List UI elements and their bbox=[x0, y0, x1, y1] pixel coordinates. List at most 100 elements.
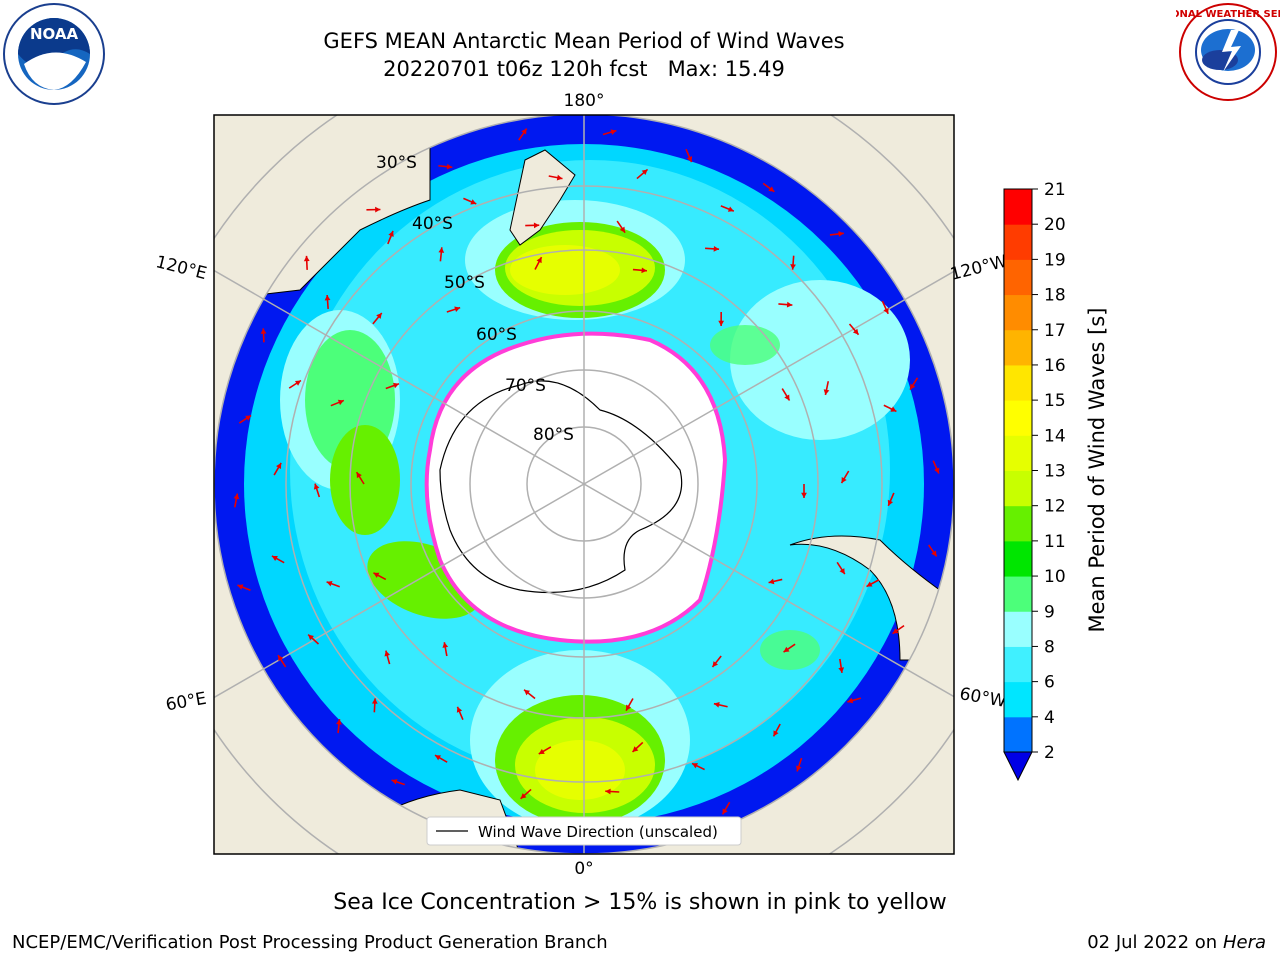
colorbar-segment bbox=[1004, 681, 1032, 718]
direction-arrow-head bbox=[847, 697, 854, 704]
chart-subtitle: 20220701 t06z 120h fcst Max: 15.49 bbox=[383, 57, 785, 81]
direction-arrow-head bbox=[521, 128, 527, 135]
lat-label-80s: 80°S bbox=[533, 425, 574, 445]
direction-arrow-head bbox=[713, 245, 720, 252]
direction-arrow-head bbox=[773, 730, 779, 737]
direction-arrow-head bbox=[454, 306, 461, 313]
direction-arrow-head bbox=[533, 222, 540, 229]
direction-arrow-head bbox=[434, 755, 441, 761]
lon-label-180: 180° bbox=[564, 91, 605, 111]
direction-arrow-head bbox=[727, 206, 734, 212]
direction-arrow-head bbox=[260, 328, 267, 334]
direction-arrow-head bbox=[373, 572, 380, 578]
direction-arrow-head bbox=[376, 312, 382, 319]
colorbar-segment bbox=[1004, 576, 1032, 612]
direction-arrow-head bbox=[619, 226, 626, 233]
direction-arrow-head bbox=[605, 788, 611, 795]
footer-credit: NCEP/EMC/Verification Post Processing Pr… bbox=[12, 932, 608, 953]
new-zealand bbox=[509, 149, 576, 246]
colorbar-segment bbox=[1004, 540, 1032, 577]
direction-arrow-head bbox=[356, 472, 362, 479]
colorbar-tick-label: 20 bbox=[1044, 215, 1066, 235]
colorbar-segment bbox=[1004, 224, 1032, 260]
colorbar-tick-label: 13 bbox=[1044, 462, 1066, 482]
direction-arrow-head bbox=[712, 661, 719, 667]
colorbar-tick-label: 8 bbox=[1044, 637, 1055, 657]
direction-arrow-head bbox=[536, 257, 542, 264]
direction-arrow-head bbox=[442, 642, 449, 648]
lon-label-120e: 120°E bbox=[154, 252, 209, 284]
direction-arrow-head bbox=[237, 584, 244, 590]
direction-arrow-head bbox=[271, 555, 278, 562]
direction-arrow-head bbox=[388, 230, 394, 237]
direction-arrow-head bbox=[245, 415, 252, 421]
direction-arrow-head bbox=[801, 492, 807, 498]
direction-arrow-head bbox=[890, 406, 897, 412]
direction-arrow-head bbox=[632, 746, 639, 752]
direction-arrow-head bbox=[303, 255, 310, 262]
colorbar-segment bbox=[1004, 294, 1032, 331]
direction-arrow-head bbox=[934, 467, 940, 474]
colorbar-tick-label: 9 bbox=[1044, 602, 1055, 622]
lat-label-50s: 50°S bbox=[444, 273, 485, 293]
colorbar-tick-label: 12 bbox=[1044, 497, 1066, 517]
direction-arrow-head bbox=[892, 628, 899, 634]
colorbar-tick-label: 21 bbox=[1044, 180, 1066, 200]
lon-label-60e: 60°E bbox=[164, 689, 208, 716]
colorbar: 2 4 6 8 9 10 11 12 13 14 15 16 17 18 19 20 21 bbox=[1003, 180, 1066, 782]
direction-arrow-head bbox=[308, 634, 314, 641]
direction-arrow-head bbox=[337, 399, 344, 406]
colorbar-tick-label: 15 bbox=[1044, 391, 1066, 411]
colorbar-segment bbox=[1004, 646, 1032, 683]
map-frame bbox=[213, 114, 955, 855]
direction-arrow-head bbox=[931, 550, 937, 557]
direction-arrow-head bbox=[371, 698, 378, 704]
wind-wave-arrows bbox=[233, 128, 940, 835]
direction-arrow-head bbox=[233, 493, 240, 500]
direction-arrow-head bbox=[438, 247, 445, 253]
direction-arrow-head bbox=[839, 568, 845, 575]
colorbar-tick-label: 4 bbox=[1044, 708, 1055, 728]
svg-text:NOAA: NOAA bbox=[30, 25, 79, 43]
colorbar-segment bbox=[1004, 364, 1032, 401]
direction-arrow-head bbox=[393, 382, 399, 389]
direction-arrow-head bbox=[910, 383, 916, 390]
direction-arrow-head bbox=[852, 328, 859, 335]
lat-label-30s: 30°S bbox=[376, 153, 417, 173]
direction-arrow-head bbox=[866, 581, 873, 587]
south-america bbox=[789, 535, 954, 661]
footer-date-text: 02 Jul 2022 on bbox=[1087, 932, 1218, 953]
sea-ice-caption: Sea Ice Concentration > 15% is shown in … bbox=[333, 890, 947, 915]
direction-arrow-head bbox=[446, 163, 453, 170]
direction-arrow-head bbox=[556, 174, 563, 181]
direction-arrow-head bbox=[692, 763, 699, 769]
colorbar-segment bbox=[1004, 611, 1032, 647]
direction-arrow-head bbox=[790, 264, 796, 270]
footer-host: Hera bbox=[1222, 932, 1266, 953]
colorbar-segment bbox=[1004, 189, 1032, 225]
lat-label-70s: 70°S bbox=[505, 376, 546, 396]
direction-arrow-head bbox=[784, 394, 790, 401]
direction-arrow-head bbox=[384, 650, 391, 657]
direction-arrow-head bbox=[838, 667, 845, 673]
direction-arrow-head bbox=[838, 231, 844, 237]
direction-arrow-head bbox=[768, 578, 775, 585]
colorbar-tick-label: 14 bbox=[1044, 426, 1066, 446]
direction-arrow-head bbox=[391, 779, 398, 785]
legend-label: Wind Wave Direction (unscaled) bbox=[478, 823, 718, 841]
direction-arrow-head bbox=[326, 581, 333, 587]
noaa-logo: NOAA bbox=[3, 3, 105, 105]
direction-arrow-head bbox=[470, 199, 477, 205]
legend: Wind Wave Direction (unscaled) bbox=[426, 816, 742, 846]
direction-arrow-head bbox=[887, 499, 894, 506]
colorbar-segment bbox=[1004, 329, 1032, 366]
direction-arrow-head bbox=[641, 267, 647, 274]
graticule bbox=[214, 115, 954, 854]
colorbar-tick-label: 10 bbox=[1044, 567, 1066, 587]
direction-arrow-head bbox=[324, 294, 331, 301]
direction-arrow-head bbox=[768, 186, 775, 192]
direction-arrow-head bbox=[841, 477, 847, 484]
direction-arrow-head bbox=[524, 689, 530, 696]
lat-label-60s: 60°S bbox=[476, 325, 517, 345]
